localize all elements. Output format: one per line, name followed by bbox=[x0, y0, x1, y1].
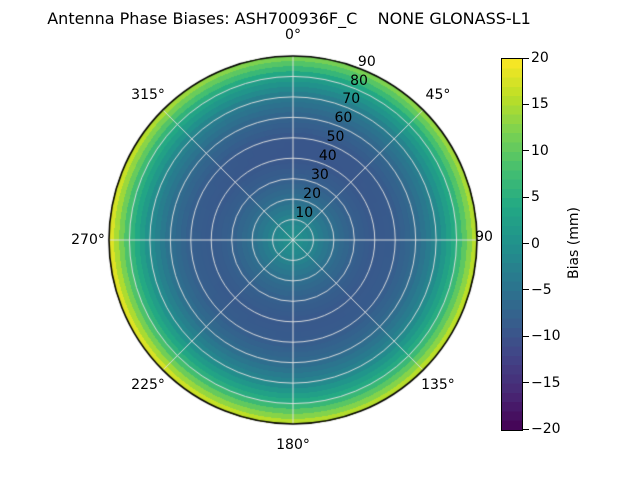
colorbar-tick-mark bbox=[523, 150, 529, 152]
colorbar-tick-mark bbox=[523, 335, 529, 337]
colorbar-tick-mark bbox=[523, 428, 529, 430]
angular-tick-label: 135° bbox=[421, 376, 455, 393]
colorbar-tick-label: −5 bbox=[531, 281, 552, 298]
radial-tick-label: 50 bbox=[326, 129, 345, 146]
colorbar: 20 15 10 5 0 −5 −10 −15 −20 bbox=[501, 50, 576, 437]
angular-tick-label: 315° bbox=[131, 87, 165, 104]
angular-tick-label: 0° bbox=[285, 27, 301, 43]
colorbar-tick-label: −15 bbox=[531, 374, 561, 391]
radial-tick-label: 90 bbox=[357, 53, 376, 70]
radial-tick-label: 30 bbox=[310, 167, 329, 184]
radial-tick-label: 80 bbox=[350, 72, 368, 89]
colorbar-tick-mark bbox=[523, 243, 529, 244]
colorbar-tick-mark bbox=[523, 103, 529, 105]
angular-tick-label: 270° bbox=[71, 232, 105, 248]
radial-tick-label: 40 bbox=[318, 148, 337, 165]
radial-tick-label: 20 bbox=[303, 185, 321, 202]
colorbar-axis-label: Bias (mm) bbox=[566, 206, 582, 280]
colorbar-tick-label: −10 bbox=[531, 328, 561, 345]
radial-tick-label: 70 bbox=[342, 91, 361, 108]
colorbar-gradient bbox=[501, 58, 523, 431]
radial-tick-label: 10 bbox=[295, 204, 314, 221]
colorbar-tick-mark bbox=[523, 289, 529, 291]
angular-tick-label: 180° bbox=[276, 437, 310, 453]
angular-tick-label: 225° bbox=[131, 376, 165, 393]
radial-tick-label: 60 bbox=[334, 110, 353, 127]
colorbar-tick-label: 5 bbox=[531, 189, 540, 206]
angular-tick-label: 90 bbox=[475, 229, 493, 245]
angular-tick-label: 45° bbox=[425, 87, 451, 104]
colorbar-tick-label: 0 bbox=[531, 235, 540, 252]
colorbar-tick-mark bbox=[523, 196, 529, 198]
colorbar-tick-label: −20 bbox=[531, 421, 561, 437]
colorbar-tick-label: 10 bbox=[531, 142, 549, 159]
colorbar-tick-mark bbox=[523, 57, 529, 59]
colorbar-tick-label: 20 bbox=[531, 50, 549, 66]
colorbar-tick-mark bbox=[523, 382, 529, 384]
colorbar-tick-label: 15 bbox=[531, 96, 549, 113]
